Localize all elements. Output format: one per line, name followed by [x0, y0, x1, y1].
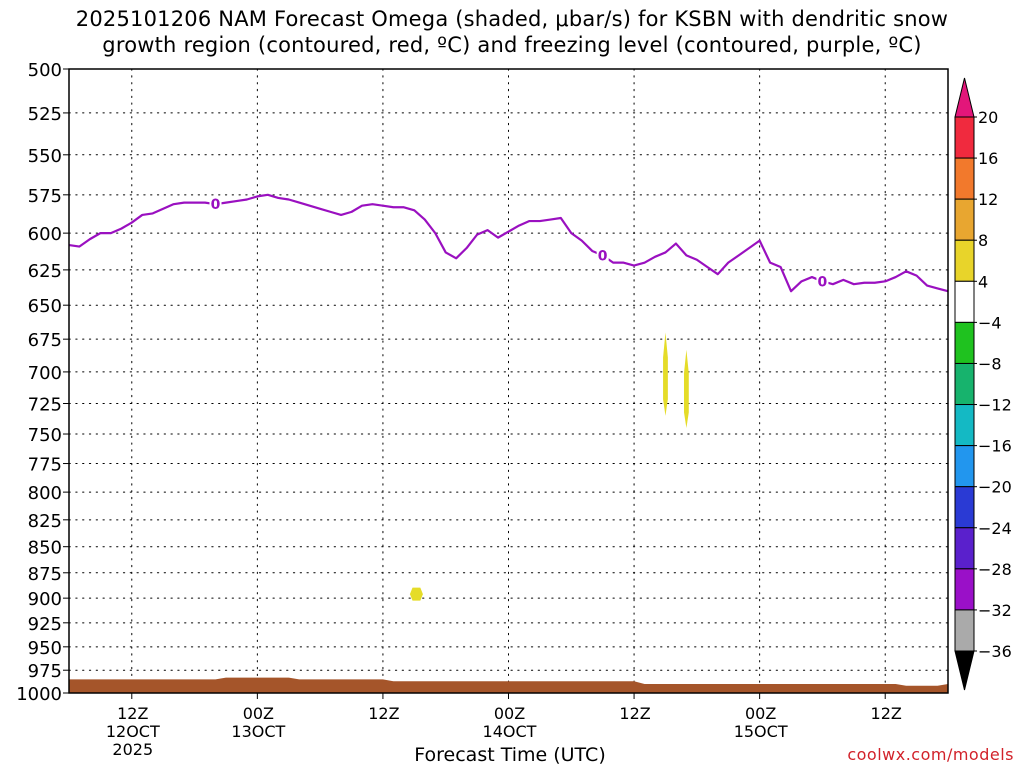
x-axis-label: Forecast Time (UTC) [414, 744, 606, 766]
colorbar-top-arrow [954, 77, 975, 118]
colorbar-tick-label: −16 [978, 437, 1012, 456]
colorbar-tick-label: 4 [978, 272, 988, 291]
colorbar-segment [954, 527, 975, 570]
terrain-fill [69, 677, 948, 693]
freezing-level-label: 0 [818, 274, 828, 290]
colorbar-bottom-arrow [954, 650, 975, 691]
contour-label-bg [596, 247, 609, 264]
x-tick-label: 12Z [871, 704, 902, 723]
colorbar-tick-label: −24 [978, 519, 1012, 538]
y-tick-label: 1000 [16, 684, 62, 705]
y-tick-label: 725 [28, 394, 62, 415]
colorbar-tick-label: −8 [978, 354, 1002, 373]
colorbar-tick-label: 16 [978, 149, 998, 168]
x-tick-label: 12Z [368, 704, 399, 723]
y-tick-label: 550 [28, 146, 62, 167]
colorbar-tick-label: −28 [978, 560, 1012, 579]
colorbar-tick-label: −20 [978, 478, 1012, 497]
colorbar-tick-label: 8 [978, 231, 988, 250]
x-tick-label: 12Z [619, 704, 650, 723]
y-tick-label: 750 [28, 425, 62, 446]
colorbar-segment [954, 239, 975, 282]
x-tick-label: 12Z [117, 704, 148, 723]
colorbar-segment [954, 198, 975, 241]
y-tick-label: 825 [28, 511, 62, 532]
colorbar-segment [954, 486, 975, 529]
x-tick-label: 12OCT [106, 722, 160, 741]
x-tick-label: 00Z [745, 704, 776, 723]
y-tick-label: 800 [28, 483, 62, 504]
contour-label-bg [816, 273, 829, 290]
omega-shade-streak [663, 332, 668, 416]
y-tick-label: 700 [28, 363, 62, 384]
y-tick-label: 900 [28, 589, 62, 610]
colorbar-tick-label: −36 [978, 642, 1012, 661]
colorbar-tick-label: 12 [978, 190, 998, 209]
colorbar-segment [954, 321, 975, 364]
freezing-level-label: 0 [598, 248, 608, 264]
y-tick-label: 525 [28, 104, 62, 125]
colorbar-segment [954, 280, 975, 323]
freezing-level-line [68, 193, 949, 293]
omega-shade-blob [409, 587, 423, 601]
colorbar-tick-label: −4 [978, 313, 1002, 332]
x-tick-label: 15OCT [734, 722, 788, 741]
y-tick-label: 650 [28, 296, 62, 317]
colorbar-segment [954, 404, 975, 447]
y-tick-label: 950 [28, 638, 62, 659]
colorbar-tick-label: −12 [978, 396, 1012, 415]
y-tick-label: 875 [28, 564, 62, 585]
colorbar-segment [954, 157, 975, 200]
colorbar-segment [954, 568, 975, 611]
chart-title: 2025101206 NAM Forecast Omega (shaded, μ… [0, 6, 1024, 58]
freezing-level-label: 0 [211, 197, 221, 213]
title-line-1: 2025101206 NAM Forecast Omega (shaded, μ… [75, 7, 949, 31]
colorbar-segment [954, 116, 975, 159]
colorbar-tick-label: 20 [978, 108, 998, 127]
plot-layer: 0 0 0 [68, 68, 949, 694]
colorbar-tick-label: −32 [978, 601, 1012, 620]
y-tick-label: 850 [28, 538, 62, 559]
x-tick-label: 00Z [494, 704, 525, 723]
y-tick-label: 775 [28, 455, 62, 476]
contour-label-bg [209, 196, 222, 213]
title-line-2: growth region (contoured, red, ºC) and f… [102, 33, 922, 57]
colorbar: 20 16 12 8 4 −4 −8 −12 −16 −20 −24 −28 −32 −36 [954, 77, 1012, 691]
axis-layer: 500 525 550 575 600 625 650 675 700 725 750 775 800 8… [16, 60, 949, 759]
x-tick-label: 2025 [112, 740, 153, 759]
x-tick-label: 13OCT [231, 722, 285, 741]
y-tick-label: 500 [28, 60, 62, 81]
x-tick-label: 14OCT [483, 722, 537, 741]
colorbar-segment [954, 445, 975, 488]
y-tick-label: 600 [28, 224, 62, 245]
y-tick-label: 575 [28, 186, 62, 207]
y-tick-label: 925 [28, 614, 62, 635]
credit-link[interactable]: coolwx.com/models [847, 745, 1014, 764]
y-tick-label: 975 [28, 661, 62, 682]
y-tick-label: 675 [28, 330, 62, 351]
x-tick-label: 00Z [243, 704, 274, 723]
y-tick-label: 625 [28, 261, 62, 282]
colorbar-segment [954, 362, 975, 406]
omega-shade-streak [683, 349, 689, 428]
colorbar-segment [954, 609, 975, 652]
